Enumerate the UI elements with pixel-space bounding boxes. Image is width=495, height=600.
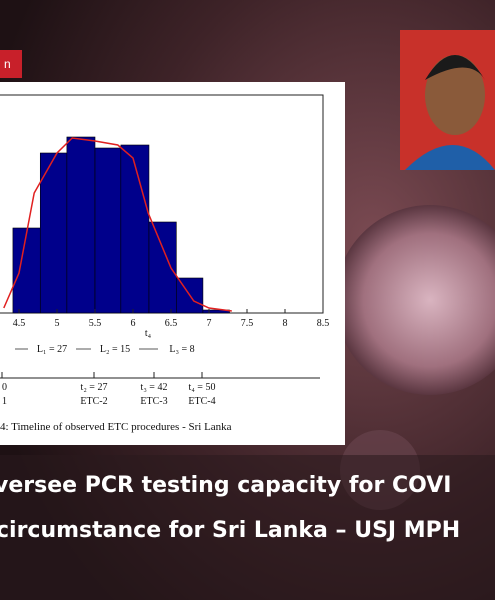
tag-text: n — [4, 57, 11, 71]
timeline-label: t₂ = 27 — [81, 382, 108, 393]
bar — [176, 277, 204, 314]
bar — [202, 309, 230, 314]
timeline-label: 1 — [2, 396, 7, 407]
bar — [66, 136, 96, 314]
figure-caption: 4: Timeline of observed ETC procedures -… — [0, 421, 232, 433]
interval-label: L₁ = 27 — [37, 344, 67, 355]
timeline-label: 0 — [2, 382, 7, 393]
x-axis-label: t₄ — [145, 328, 152, 339]
x-tick-label: 7 — [207, 318, 212, 329]
bar — [148, 221, 177, 314]
x-tick-label: 5 — [55, 318, 60, 329]
x-tick-label: 5.5 — [89, 318, 102, 329]
timeline-label: t₃ = 42 — [141, 382, 168, 393]
timeline-label: ETC-2 — [80, 396, 107, 407]
x-tick-label: 6 — [131, 318, 136, 329]
x-tick-label: 7.5 — [241, 318, 254, 329]
headline: circumstance for Sri Lanka – USJ MPH — [0, 518, 460, 543]
density-curve — [3, 137, 232, 312]
portrait — [400, 30, 495, 170]
interval-label: L₃ = 8 — [169, 344, 194, 355]
bar — [12, 227, 41, 314]
interval-label: L₂ = 15 — [100, 344, 130, 355]
bar — [120, 144, 150, 314]
headline-band — [0, 455, 495, 600]
x-tick-label: 8 — [283, 318, 288, 329]
x-tick-label: 6.5 — [165, 318, 178, 329]
interval-bg — [91, 341, 139, 356]
interval-bg — [158, 341, 206, 356]
headline: versee PCR testing capacity for COVI — [0, 473, 451, 498]
bar — [94, 147, 122, 314]
timeline-label: ETC-4 — [188, 396, 215, 407]
bar — [39, 152, 68, 314]
timeline-label: t₄ = 50 — [189, 382, 216, 393]
x-tick-label: 8.5 — [317, 318, 330, 329]
virus-image — [335, 205, 495, 395]
timeline-label: ETC-3 — [140, 396, 167, 407]
x-tick-label: 4.5 — [13, 318, 26, 329]
tag — [0, 50, 22, 78]
figure: 4.5 5 5.5 6 6.5 7 7.5 8 8.5 t₄ L₁ = 27 L₂ = 15 L₃ = … — [0, 94, 330, 433]
interval-bg — [28, 341, 76, 356]
